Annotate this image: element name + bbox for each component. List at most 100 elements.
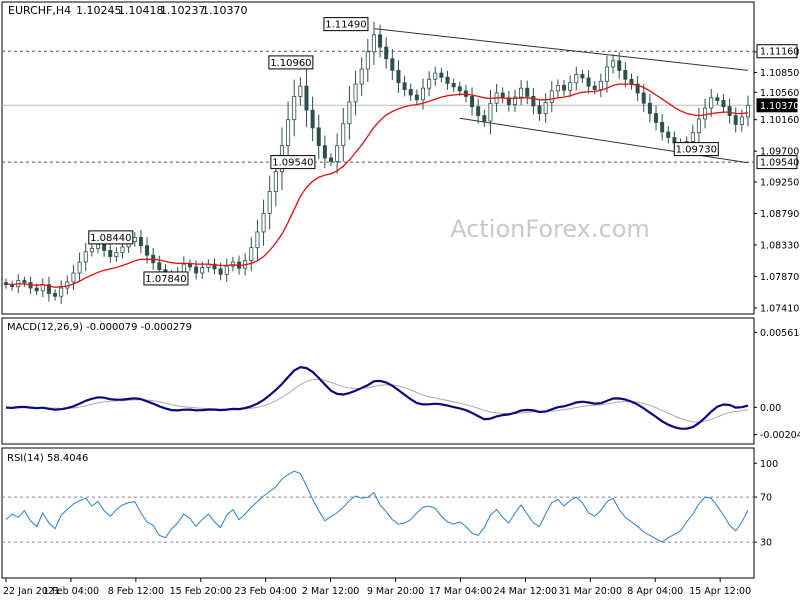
price-annotation-box — [270, 155, 316, 170]
price-level-label: 1.09540 — [760, 158, 799, 169]
candle-body — [690, 132, 695, 142]
candle-body — [739, 116, 744, 125]
rsi-axis-label: 100 — [760, 459, 778, 470]
time-axis-label: 31 Mar 20:00 — [559, 586, 622, 597]
candle-body — [212, 263, 217, 270]
candle-body — [396, 69, 401, 84]
macd-panel-label: MACD(12,26,9) -0.000079 -0.000279 — [7, 322, 192, 333]
candle-body — [249, 247, 254, 262]
candle-body — [488, 102, 493, 122]
price-annotation-label: 1.09540 — [272, 158, 313, 169]
candle-body — [298, 85, 303, 97]
candles — [4, 21, 751, 304]
price-annotations: 1.11490 1.10960 1.09540 1.08440 1.07840 1.097… — [88, 17, 719, 286]
header-low: 1.10237 — [160, 4, 206, 17]
candle-body — [420, 87, 425, 101]
price-annotation-box — [673, 142, 719, 157]
candle-body — [261, 213, 266, 233]
time-axis-label: 17 Mar 04:00 — [429, 586, 492, 597]
candle-body — [580, 74, 585, 79]
candle-body — [598, 80, 603, 90]
candle-body — [22, 280, 27, 283]
rsi-panel-label: RSI(14) 58.4046 — [7, 453, 88, 464]
price-axis-label: 1.10560 — [760, 88, 799, 99]
candle-body — [347, 101, 352, 125]
candle-body — [427, 78, 432, 89]
candle-body — [715, 97, 720, 101]
candle-body — [457, 86, 462, 92]
price-axis-label: 1.09250 — [760, 177, 799, 188]
price-level-label: 1.11160 — [760, 47, 799, 58]
header-close: 1.10370 — [202, 4, 248, 17]
candle-body — [365, 51, 370, 70]
candle-body — [329, 157, 334, 162]
candle-body — [353, 83, 358, 103]
header-high: 1.10418 — [118, 4, 164, 17]
price-annotation-box — [323, 17, 369, 32]
candle-body — [433, 72, 438, 80]
candle-body — [617, 60, 622, 71]
candle-body — [506, 97, 511, 106]
candle-body — [647, 102, 652, 114]
time-axis-label: 8 Feb 12:00 — [108, 586, 164, 597]
macd-line — [5, 366, 749, 430]
candle-body — [451, 82, 456, 88]
price-panel-frame — [1, 1, 755, 315]
candle-body — [592, 85, 597, 90]
candle-body — [414, 94, 419, 101]
price-annotation-label: 1.10960 — [270, 58, 311, 69]
candle-body — [59, 287, 64, 297]
header-open: 1.10245 — [76, 4, 122, 17]
candle-body — [187, 263, 192, 268]
rsi-lines — [2, 470, 754, 543]
macd-axis-label: 0.00 — [760, 403, 781, 414]
candle-body — [439, 72, 444, 78]
candle-body — [316, 127, 321, 147]
macd-axis: 0.005618 0.00 -0.002046 — [754, 328, 800, 441]
price-level-badge — [756, 155, 798, 170]
rsi-axis: 100 70 30 — [754, 459, 778, 549]
macd-axis-label: -0.002046 — [760, 430, 800, 441]
candle-body — [666, 131, 671, 138]
candle-body — [341, 123, 346, 147]
channel-trendline — [373, 28, 749, 71]
candle-body — [194, 266, 199, 274]
candle-body — [371, 34, 376, 53]
time-axis-label: 8 Apr 04:00 — [627, 586, 683, 597]
candle-body — [586, 77, 591, 87]
candle-body — [108, 249, 113, 257]
candle-body — [555, 85, 560, 92]
time-axis-label: 9 Mar 20:00 — [367, 586, 424, 597]
candle-body — [304, 85, 309, 111]
price-axis-label: 1.07870 — [760, 272, 799, 283]
price-level-badge — [756, 44, 798, 59]
candle-body — [402, 82, 407, 90]
candle-body — [654, 113, 659, 123]
rsi-line — [5, 470, 749, 543]
candle-body — [181, 263, 186, 273]
candle-body — [623, 69, 628, 80]
price-annotation-label: 1.08440 — [90, 233, 131, 244]
price-annotation-label: 1.07840 — [145, 274, 186, 285]
candle-body — [635, 83, 640, 94]
header-symbol: EURCHF,H4 — [8, 4, 71, 17]
candle-body — [660, 122, 665, 133]
rsi-axis-label: 30 — [760, 538, 772, 549]
candle-body — [574, 74, 579, 84]
candle-body — [53, 293, 58, 297]
candle-body — [224, 265, 229, 275]
price-axis-label: 1.08790 — [760, 209, 799, 220]
candle-body — [721, 100, 726, 108]
time-axis-label: 15 Feb 20:00 — [170, 586, 232, 597]
price-annotation-box — [143, 271, 189, 286]
price-axis-label: 1.10160 — [760, 115, 799, 126]
candle-body — [34, 287, 39, 292]
candle-body — [746, 104, 751, 118]
candle-body — [114, 252, 119, 257]
candle-body — [390, 58, 395, 71]
candle-body — [709, 97, 714, 109]
candle-body — [200, 267, 205, 274]
candle-body — [267, 191, 272, 214]
